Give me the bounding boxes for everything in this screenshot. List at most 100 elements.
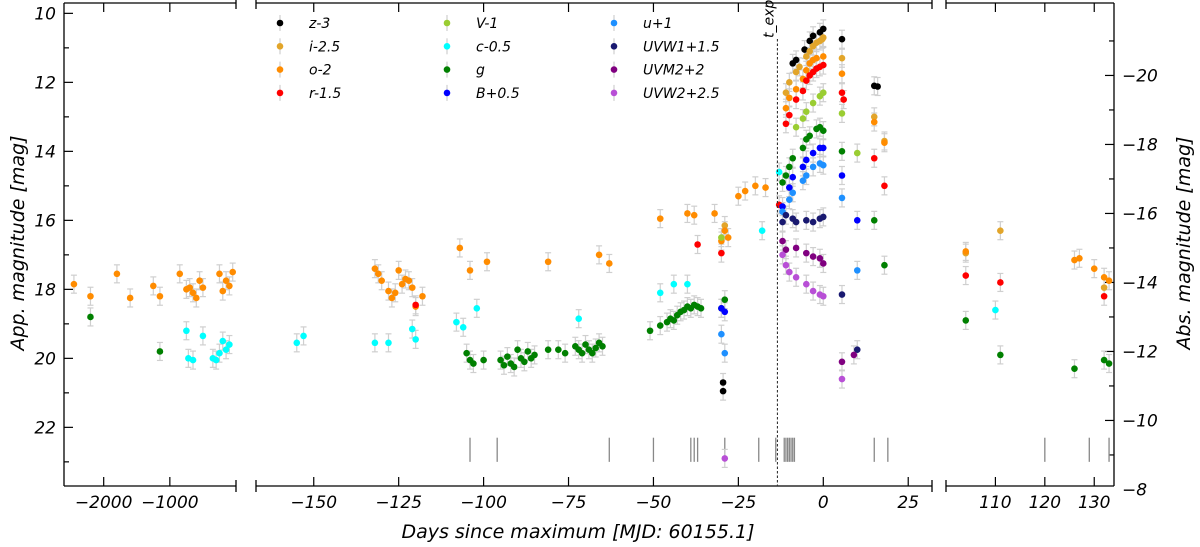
point-g [646, 327, 654, 335]
point-z-3 [806, 37, 814, 45]
x-tick-label: −25 [720, 493, 756, 513]
point-i-2-5 [792, 68, 800, 76]
legend-label-uvm2-2: UVM2+2 [643, 63, 705, 79]
panel-main: −150 −125 −100 −75 −50 −25 0 25 [256, 2, 932, 513]
point-z-3 [809, 32, 817, 40]
point-i-2-5 [819, 34, 827, 41]
point-v-1 [838, 110, 846, 117]
point-b-0-5 [789, 173, 797, 181]
point-o-2 [229, 268, 236, 276]
legend-marker-uvm2-2 [610, 66, 618, 73]
point-o-2 [1105, 277, 1113, 285]
point-b-0-5 [809, 149, 817, 157]
point-g [881, 261, 888, 269]
point-g [156, 348, 164, 355]
point-i-2-5 [806, 48, 814, 55]
y-tick-label: 12 [34, 73, 56, 93]
point-o-2 [456, 244, 464, 252]
point-g [599, 342, 606, 350]
point-b-0-5 [799, 163, 807, 171]
point-g [819, 127, 827, 134]
explosion-time-marker: t_exp [761, 0, 778, 486]
point-o-2 [419, 292, 426, 300]
point-o-2 [385, 287, 392, 295]
point-o-2 [176, 270, 184, 278]
legend-label-r-1-5: r-1.5 [309, 86, 341, 102]
legend-label-z-3: z-3 [308, 16, 330, 32]
point-o-2 [196, 277, 203, 285]
x-tick-label: −2000 [75, 493, 133, 513]
y-right-tick-label: −8 [1122, 480, 1147, 500]
point-o-2 [881, 139, 888, 147]
point-o-2 [690, 211, 698, 219]
legend-marker-u-1 [610, 19, 618, 27]
point-o-2 [222, 277, 230, 285]
point-g [997, 351, 1004, 359]
legend-marker-uvw2-2-5 [610, 89, 618, 97]
x-tick-label: 0 [818, 493, 829, 513]
point-g [721, 296, 729, 304]
point-g [789, 154, 797, 162]
point-uvw2-2-5 [721, 455, 729, 462]
legend-marker-v-1 [443, 19, 451, 27]
point-c-0-5 [189, 356, 197, 364]
point-g [521, 358, 528, 366]
legend-label-i-2-5: i-2.5 [309, 39, 340, 55]
point-uvw2-2-5 [838, 375, 846, 383]
point-c-0-5 [992, 306, 999, 314]
point-i-2-5 [838, 54, 846, 62]
point-o-2 [870, 118, 878, 126]
legend-label-o-2: o-2 [309, 63, 332, 79]
point-uvw2-2-5 [792, 273, 800, 281]
point-v-1 [799, 115, 807, 122]
point-r-1-5 [803, 77, 810, 84]
x-tick-label: −75 [551, 493, 587, 513]
point-g [463, 349, 470, 357]
point-c-0-5 [473, 305, 481, 312]
point-o-2 [762, 184, 769, 191]
y-tick-label: 14 [34, 142, 56, 162]
point-b-0-5 [819, 144, 827, 152]
y-axis-title-left: App. magnitude [mag] [7, 135, 29, 352]
x-tick-label: −125 [375, 493, 422, 513]
point-g [544, 346, 552, 354]
point-g [87, 313, 94, 321]
point-b-0-5 [721, 308, 729, 316]
legend-label-uvw2-2-5: UVW2+2.5 [643, 86, 720, 102]
point-uvw1-1-5 [803, 217, 810, 224]
point-r-1-5 [838, 89, 846, 96]
point-g [589, 349, 596, 357]
point-r-1-5 [1100, 292, 1108, 300]
point-o-2 [193, 294, 200, 302]
point-b-0-5 [838, 172, 846, 179]
panel-early: −2000 −1000 [64, 2, 236, 513]
x-tick-label: 25 [897, 493, 919, 513]
point-g [578, 349, 586, 357]
point-g [531, 351, 538, 359]
legend-marker-b-0-5 [443, 89, 451, 97]
point-v-1 [809, 99, 817, 107]
point-uvw2-2-5 [803, 280, 810, 288]
point-b-0-5 [853, 217, 861, 224]
point-uvw1-1-5 [792, 218, 800, 226]
point-o-2 [150, 282, 157, 290]
y-right-tick-label: −20 [1122, 66, 1158, 86]
point-o-2 [803, 66, 810, 74]
point-g [838, 148, 846, 155]
point-g [480, 356, 487, 364]
legend-marker-r-1-5 [276, 89, 284, 97]
point-z-3 [792, 56, 800, 64]
legend-label-v-1: V-1 [476, 16, 498, 32]
point-c-0-5 [199, 332, 207, 340]
point-i-2-5 [803, 53, 810, 60]
legend-marker-i-2-5 [276, 43, 284, 50]
point-g [561, 349, 569, 357]
point-r-1-5 [881, 182, 888, 190]
point-g [555, 346, 562, 354]
legend-label-u-1: u+1 [643, 16, 673, 32]
point-o-2 [391, 289, 399, 297]
y-tick-label: 18 [34, 280, 56, 300]
point-u-1 [786, 196, 793, 203]
point-uvm2-2 [819, 260, 827, 267]
point-uvw1-1-5 [853, 346, 861, 354]
